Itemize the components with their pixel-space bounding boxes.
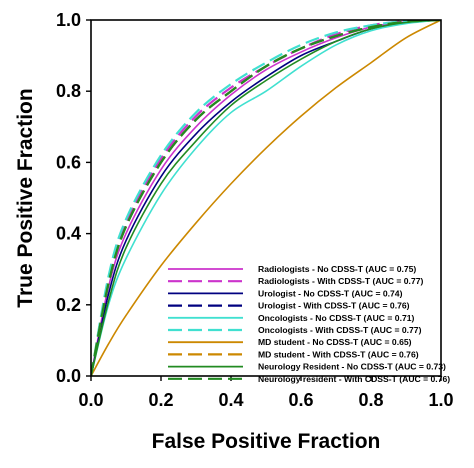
legend-label: MD student - No CDSS-T (AUC = 0.65) [258, 337, 412, 347]
x-tick-label: 1.0 [428, 390, 453, 410]
y-tick-label: 0.6 [56, 152, 81, 172]
y-axis-title: True Positive Fraction [14, 88, 37, 307]
legend-label: Oncologists - No CDSS-T (AUC = 0.71) [258, 313, 415, 323]
x-axis-title: False Positive Fraction [152, 430, 381, 453]
roc-curves [91, 20, 441, 376]
x-tick-label: 0.8 [358, 390, 383, 410]
y-tick-label: 0.0 [56, 366, 81, 386]
curve-md-student-no-cdss-t [91, 20, 441, 376]
curve-oncologists-with-cdss-t [91, 20, 441, 376]
legend-label: Urologist - No CDSS-T (AUC = 0.74) [258, 288, 403, 298]
x-tick-label: 0.0 [78, 390, 103, 410]
curve-neurology-resident-with-cdss-t [91, 20, 441, 376]
y-tick-label: 1.0 [56, 10, 81, 30]
curve-oncologists-no-cdss-t [91, 20, 441, 376]
legend: Radiologists - No CDSS-T (AUC = 0.75) Rad… [168, 264, 450, 384]
legend-label: Radiologists - With CDSS-T (AUC = 0.77) [258, 276, 424, 286]
axis-ticks: 0.0 0.2 0.4 0.6 0.8 1.0 0.0 0.2 0.4 0.6 0.8 1.0 [56, 10, 454, 410]
x-tick-label: 0.2 [148, 390, 173, 410]
legend-label: Neurology resident - With CDSS-T (AUC = … [258, 374, 450, 384]
x-tick-label: 0.6 [288, 390, 313, 410]
legend-label: Radiologists - No CDSS-T (AUC = 0.75) [258, 264, 416, 274]
y-tick-label: 0.8 [56, 81, 81, 101]
y-tick-label: 0.4 [56, 224, 81, 244]
curve-neurology-resident-no-cdss-t [91, 20, 441, 376]
y-tick-label: 0.2 [56, 295, 81, 315]
plot-frame [90, 19, 442, 377]
x-tick-label: 0.4 [218, 390, 243, 410]
legend-label: Neurology Resident - No CDSS-T (AUC = 0.… [258, 362, 446, 372]
legend-label: Urologist - With CDSS-T (AUC = 0.76) [258, 301, 410, 311]
legend-label: Oncologists - With CDSS-T (AUC = 0.77) [258, 325, 422, 335]
legend-label: MD student - With CDSS-T (AUC = 0.76) [258, 349, 419, 359]
